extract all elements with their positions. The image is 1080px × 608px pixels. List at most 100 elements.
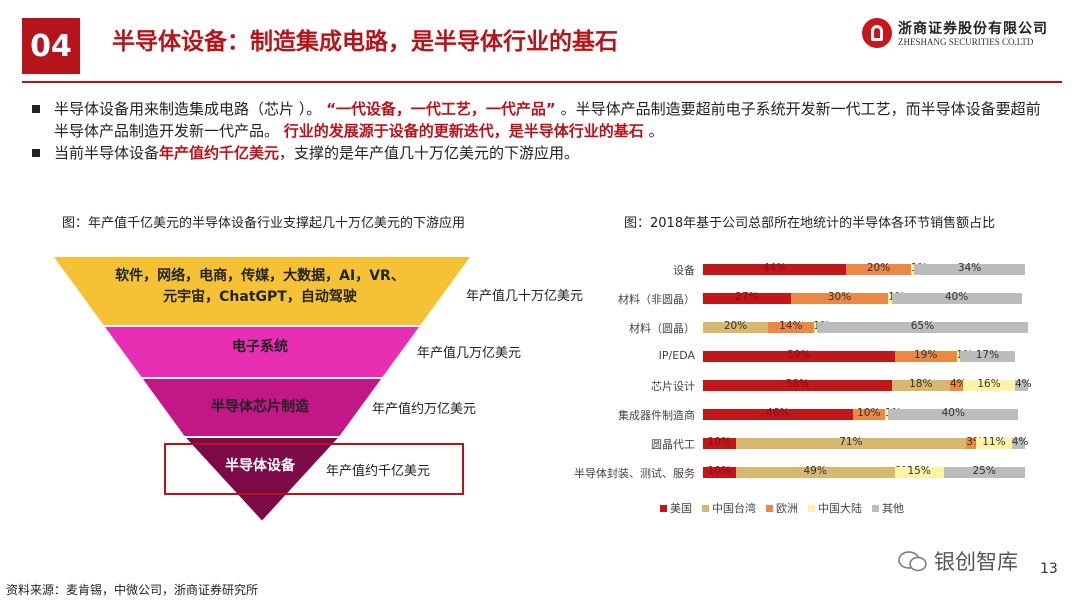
bar-segment: [891, 293, 1022, 304]
left-figure-caption: 图：年产值千亿美元的半导体设备行业支撑起几十万亿美元的下游应用: [62, 216, 466, 231]
category-label: 圆晶代工: [651, 438, 695, 451]
bullet-item-2: 当前半导体设备年产值约千亿美元，支撑的是年产值几十万亿美元的下游应用。: [32, 142, 1052, 164]
highlight-box: [164, 443, 464, 495]
logo-name-en: ZHESHANG SECURITIES CO.LTD: [898, 37, 1034, 47]
data-label: 40%: [944, 291, 969, 303]
pyramid-level-1-value: 年产值几十万亿美元: [466, 289, 584, 304]
bar-segment: [943, 467, 1025, 478]
pyramid-level-2-value: 年产值几万亿美元: [417, 346, 522, 361]
chart-legend: 美国 中国台湾 欧洲 中国大陆 其他: [660, 500, 904, 516]
bar-segment: [950, 380, 963, 391]
pyramid-level-2-label: 电子系统: [232, 339, 288, 355]
bar-segment: [894, 351, 957, 362]
category-label: 芯片设计: [651, 380, 695, 393]
data-label: 44%: [762, 262, 787, 274]
logo-mark-icon: [862, 18, 892, 48]
page-title: 半导体设备：制造集成电路，是半导体行业的基石: [112, 29, 618, 55]
data-label: 10%: [857, 407, 881, 419]
data-label: 20%: [723, 320, 748, 332]
data-label: 40%: [941, 407, 965, 419]
data-label: 46%: [766, 407, 790, 419]
logo-name-cn: 浙商证券股份有限公司: [898, 21, 1048, 37]
data-label: 11%: [982, 436, 1006, 448]
bar-segment: [888, 409, 1019, 420]
right-figure-caption: 图：2018年基于公司总部所在地统计的半导体各环节销售额占比: [624, 216, 996, 231]
data-label: 34%: [957, 262, 982, 274]
bar-segment: [703, 380, 892, 391]
header-divider: [22, 81, 1062, 83]
data-label: 15%: [907, 465, 931, 477]
data-label: 19%: [913, 349, 938, 361]
bar-segment: [963, 380, 1015, 391]
category-label: 集成器件制造商: [618, 409, 695, 422]
bar-segment: [816, 322, 1028, 333]
legend-swatch: [702, 504, 709, 512]
bar-segment: [703, 264, 846, 275]
value-pyramid: [50, 255, 474, 524]
category-label: 设备: [673, 264, 695, 277]
sales-share-chart: 设备44%20%1%34%材料（非圆晶）27%30%1%40%材料（圆晶）20%…: [540, 258, 1040, 488]
legend-swatch: [808, 504, 815, 512]
section-badge: 04: [22, 18, 80, 74]
watermark: 银创智库: [898, 546, 1018, 576]
legend-label: 其他: [882, 502, 904, 515]
bar-segment: [703, 351, 895, 362]
category-label: 材料（非圆晶）: [618, 293, 695, 306]
bullet-list: 半导体设备用来制造集成电路（芯片 ）。 “一代设备，一代工艺，一代产品” 。半导…: [32, 98, 1052, 164]
data-label: 17%: [975, 349, 1000, 361]
data-label: 27%: [735, 291, 759, 303]
bar-segment: [813, 322, 817, 333]
legend-item: 中国大陆: [808, 500, 862, 516]
emphasis-text: 行业的发展源于设备的更新迭代，是半导体行业的基石: [283, 122, 644, 140]
bar-segment: [703, 409, 853, 420]
emphasis-text: “一代设备，一代工艺，一代产品”: [326, 100, 556, 118]
pyramid-level-1-label: 软件，网络，电商，传媒，大数据，AI，VR、 元宇宙，ChatGPT，自动驾驶: [115, 268, 405, 305]
pyramid-level-4: [181, 436, 343, 524]
bar-segment: [703, 322, 768, 333]
data-label: 20%: [866, 262, 891, 274]
bar-segment: [894, 467, 944, 478]
data-label: 4%: [950, 378, 967, 390]
legend-item: 其他: [872, 500, 904, 516]
bar-segment: [846, 264, 911, 275]
emphasis-text: 年产值约千亿美元: [159, 144, 280, 162]
data-label: 4%: [1015, 378, 1032, 390]
category-label: 材料（圆晶）: [629, 322, 695, 335]
legend-item: 欧洲: [766, 500, 798, 516]
page-number: 13: [1040, 561, 1058, 577]
legend-label: 欧洲: [776, 502, 798, 515]
data-label: 71%: [839, 436, 863, 448]
data-label: 65%: [910, 320, 935, 332]
data-label: 49%: [803, 465, 827, 477]
data-label: 59%: [787, 349, 811, 361]
data-label: 30%: [827, 291, 852, 303]
bar-segment: [735, 467, 895, 478]
bar-segment: [885, 409, 889, 420]
legend-swatch: [660, 504, 667, 512]
bar-segment: [956, 351, 960, 362]
bar-segment: [1011, 438, 1025, 449]
bar-segment: [1015, 380, 1028, 391]
bar-segment: [852, 409, 885, 420]
bullet-item-1: 半导体设备用来制造集成电路（芯片 ）。 “一代设备，一代工艺，一代产品” 。半导…: [32, 98, 1052, 142]
bar-segment: [703, 438, 736, 449]
legend-label: 中国大陆: [818, 502, 862, 515]
legend-item: 美国: [660, 500, 692, 516]
category-label: IP/EDA: [658, 349, 695, 362]
data-label: 14%: [779, 320, 803, 332]
pyramid-level-4-value: 年产值约千亿美元: [326, 464, 431, 479]
bar-segment: [888, 293, 892, 304]
bar-segment: [703, 293, 791, 304]
bar-segment: [976, 438, 1012, 449]
data-label: 58%: [785, 378, 809, 390]
category-label: 半导体封装、测试、服务: [574, 467, 695, 480]
legend-label: 中国台湾: [712, 502, 756, 515]
source-note: 资料来源：麦肯锡，中微公司，浙商证券研究所: [6, 583, 259, 597]
bar-segment: [768, 322, 814, 333]
wechat-icon: [898, 551, 927, 572]
bar-segment: [959, 351, 1015, 362]
data-label: 10%: [707, 465, 731, 477]
bar-segment: [703, 467, 736, 478]
data-label: 10%: [707, 436, 731, 448]
legend-swatch: [766, 504, 773, 512]
